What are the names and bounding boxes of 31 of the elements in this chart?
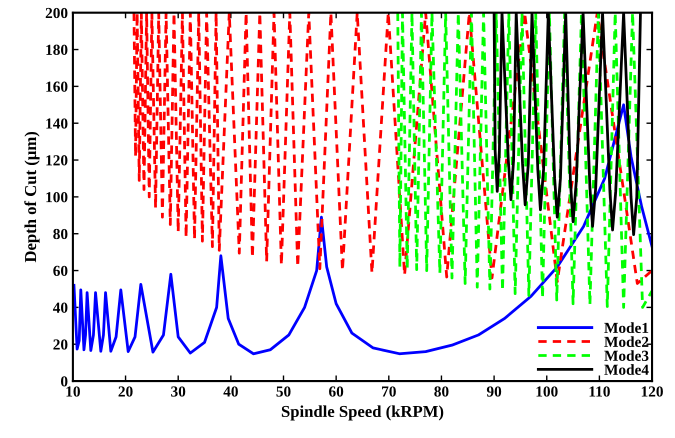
y-tick-label: 20 xyxy=(53,339,68,350)
x-tick-label: 20 xyxy=(118,386,133,397)
y-tick-label: 180 xyxy=(46,44,68,55)
x-tick-label: 110 xyxy=(590,386,610,397)
x-axis-title: Spindle Speed (kRPM) xyxy=(282,405,444,420)
y-tick-label: 200 xyxy=(46,8,68,18)
y-tick-label: 120 xyxy=(46,155,68,166)
y-tick-label: 60 xyxy=(53,266,68,276)
legend-label: Mode1 xyxy=(604,322,648,334)
x-tick-label: 60 xyxy=(329,386,344,397)
y-tick-label: 140 xyxy=(46,118,68,129)
x-tick-label: 120 xyxy=(642,386,663,397)
legend-label: Mode2 xyxy=(604,336,648,348)
x-tick-label: 90 xyxy=(486,386,502,397)
legend-label: Mode3 xyxy=(604,350,648,361)
y-axis-title: Depth of Cut (µm) xyxy=(24,132,40,262)
x-tick-label: 40 xyxy=(223,386,238,397)
x-tick-label: 30 xyxy=(171,386,186,397)
legend-label: Mode4 xyxy=(604,364,649,375)
y-tick-label: 100 xyxy=(46,192,68,202)
x-tick-label: 70 xyxy=(382,386,396,397)
y-tick-label: 80 xyxy=(53,228,68,240)
line-series xyxy=(132,12,652,285)
x-tick-label: 100 xyxy=(536,386,558,397)
x-tick-label: 10 xyxy=(66,386,80,397)
line-series xyxy=(396,12,652,309)
x-tick-label: 80 xyxy=(434,386,449,397)
y-tick-label: 160 xyxy=(46,82,68,92)
y-tick-label: 0 xyxy=(60,376,68,387)
x-tick-label: 50 xyxy=(276,386,291,397)
y-tick-label: 40 xyxy=(52,302,68,313)
